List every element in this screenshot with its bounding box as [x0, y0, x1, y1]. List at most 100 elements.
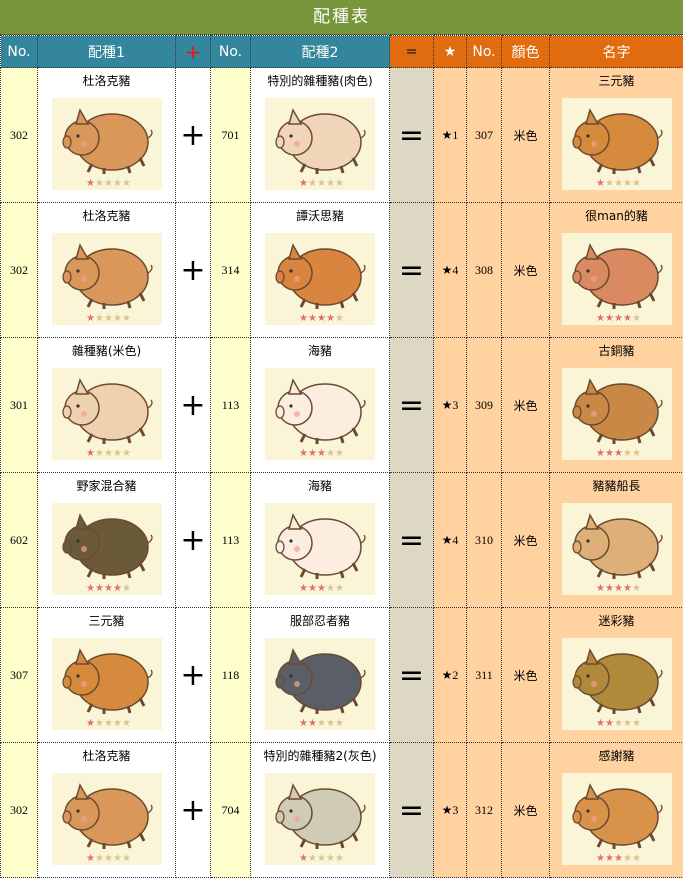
result-color: 米色 — [501, 202, 550, 338]
svg-text:★: ★ — [104, 583, 113, 594]
svg-text:★: ★ — [623, 448, 632, 459]
svg-text:★: ★ — [113, 718, 122, 729]
svg-text:★: ★ — [632, 853, 641, 864]
table-row: 302 杜洛克豬 ★ ★ ★ ★ ★ +704 特別的雜種豬2(灰色) ★ ★ ★ ★ ★ = ★3 312 米色… — [0, 742, 683, 878]
svg-text:★: ★ — [113, 583, 122, 594]
plus-sign: + — [175, 607, 211, 743]
equals-sign: = — [389, 742, 434, 878]
svg-text:★: ★ — [614, 313, 623, 324]
plus-sign: + — [175, 337, 211, 473]
result-stars: ★2 — [433, 607, 467, 743]
header-no-2: No. — [210, 35, 251, 68]
result-pig-image: ★ ★ ★ ★ ★ — [561, 773, 672, 865]
svg-text:★: ★ — [317, 718, 326, 729]
result-pig-image: ★ ★ ★ ★ ★ — [561, 638, 672, 730]
parent2-pig-image: ★ ★ ★ ★ ★ — [265, 503, 375, 595]
equals-sign: = — [389, 202, 434, 338]
parent1-no: 302 — [0, 67, 38, 203]
svg-text:★: ★ — [335, 718, 344, 729]
svg-text:★: ★ — [113, 178, 122, 189]
result-color: 米色 — [501, 607, 550, 743]
header-parent-2: 配種2 — [250, 35, 390, 68]
svg-text:★: ★ — [632, 178, 641, 189]
result-stars: ★3 — [433, 742, 467, 878]
svg-text:★: ★ — [605, 178, 614, 189]
svg-text:★: ★ — [299, 853, 308, 864]
svg-text:★: ★ — [596, 718, 605, 729]
result-no: 312 — [466, 742, 502, 878]
svg-text:★: ★ — [596, 313, 605, 324]
svg-text:★: ★ — [86, 718, 95, 729]
svg-text:★: ★ — [326, 448, 335, 459]
svg-text:★: ★ — [86, 853, 95, 864]
table-row: 302 杜洛克豬 ★ ★ ★ ★ ★ +314 譚沃思豬 ★ ★ ★ ★ ★ = ★4 308 米色 很man的豬 ★… — [0, 202, 683, 338]
svg-text:★: ★ — [317, 178, 326, 189]
parent2-no: 704 — [210, 742, 251, 878]
parent2-name: 譚沃思豬 — [295, 209, 344, 223]
table-row: 302 杜洛克豬 ★ ★ ★ ★ ★ +701 特別的雜種豬(肉色) ★ ★ ★ ★ ★ = ★1 307 米色三… — [0, 67, 683, 203]
parent1-no: 302 — [0, 202, 38, 338]
result-stars: ★1 — [433, 67, 467, 203]
svg-text:★: ★ — [317, 313, 326, 324]
svg-text:★: ★ — [596, 178, 605, 189]
equals-sign: = — [389, 337, 434, 473]
svg-text:★: ★ — [95, 178, 104, 189]
svg-text:★: ★ — [317, 448, 326, 459]
svg-text:★: ★ — [122, 178, 131, 189]
svg-text:★: ★ — [308, 583, 317, 594]
svg-text:★: ★ — [632, 718, 641, 729]
plus-sign: + — [175, 472, 211, 608]
svg-text:★: ★ — [299, 583, 308, 594]
svg-text:★: ★ — [596, 853, 605, 864]
equals-sign: = — [389, 472, 434, 608]
svg-text:★: ★ — [614, 718, 623, 729]
svg-text:★: ★ — [605, 853, 614, 864]
svg-text:★: ★ — [122, 313, 131, 324]
svg-text:★: ★ — [326, 718, 335, 729]
table-row: 301 雜種豬(米色) ★ ★ ★ ★ ★ +113 海豬 ★ ★ ★ ★ ★ = ★3 309 米色 古銅豬 ★ ★ ★… — [0, 337, 683, 473]
svg-text:★: ★ — [335, 583, 344, 594]
svg-text:★: ★ — [605, 448, 614, 459]
svg-text:★: ★ — [122, 448, 131, 459]
svg-text:★: ★ — [95, 583, 104, 594]
plus-sign: + — [175, 202, 211, 338]
parent1-name: 雜種豬(米色) — [71, 344, 142, 358]
breeding-table: No. 配種1 + No. 配種2 = ★ No. 顏色 名字 302 杜洛克豬 ★… — [0, 35, 683, 878]
svg-text:★: ★ — [335, 178, 344, 189]
plus-sign: + — [175, 67, 211, 203]
svg-text:★: ★ — [308, 178, 317, 189]
result-name: 古銅豬 — [598, 344, 635, 358]
svg-text:★: ★ — [596, 448, 605, 459]
parent2-no: 314 — [210, 202, 251, 338]
result-color: 米色 — [501, 337, 550, 473]
svg-text:★: ★ — [86, 448, 95, 459]
svg-text:★: ★ — [86, 178, 95, 189]
parent2-name: 特別的雜種豬(肉色) — [267, 74, 373, 88]
result-name: 三元豬 — [598, 74, 635, 88]
parent1-no: 302 — [0, 742, 38, 878]
parent1-no: 301 — [0, 337, 38, 473]
svg-text:★: ★ — [326, 178, 335, 189]
parent2-pig-image: ★ ★ ★ ★ ★ — [265, 233, 375, 325]
svg-text:★: ★ — [308, 718, 317, 729]
result-no: 310 — [466, 472, 502, 608]
parent2-pig-image: ★ ★ ★ ★ ★ — [265, 368, 375, 460]
svg-text:★: ★ — [86, 583, 95, 594]
header-name: 名字 — [549, 35, 683, 68]
result-name: 感謝豬 — [598, 749, 635, 763]
svg-text:★: ★ — [605, 313, 614, 324]
svg-text:★: ★ — [113, 448, 122, 459]
header-no-3: No. — [466, 35, 502, 68]
parent2-name: 海豬 — [307, 479, 332, 493]
svg-text:★: ★ — [596, 583, 605, 594]
svg-text:★: ★ — [122, 718, 131, 729]
parent1-pig-image: ★ ★ ★ ★ ★ — [51, 638, 162, 730]
result-name: 迷彩豬 — [598, 614, 635, 628]
svg-text:★: ★ — [614, 178, 623, 189]
parent1-pig-image: ★ ★ ★ ★ ★ — [51, 233, 162, 325]
parent2-name: 特別的雜種豬2(灰色) — [263, 749, 377, 763]
header-parent-1: 配種1 — [37, 35, 176, 68]
parent2-pig-image: ★ ★ ★ ★ ★ — [265, 773, 375, 865]
svg-text:★: ★ — [86, 313, 95, 324]
equals-sign: = — [389, 67, 434, 203]
